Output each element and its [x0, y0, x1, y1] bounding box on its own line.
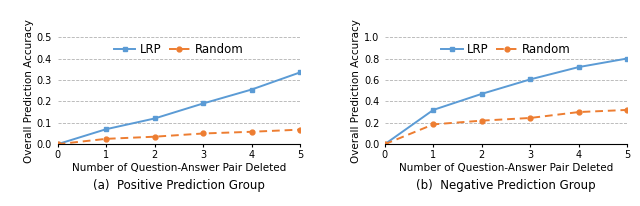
LRP [296, 71, 304, 74]
LRP [527, 78, 534, 81]
Random [381, 143, 388, 145]
Title: (a)  Positive Prediction Group: (a) Positive Prediction Group [93, 179, 265, 192]
Line: Random: Random [55, 127, 303, 147]
Random [102, 138, 110, 140]
Random [429, 123, 437, 126]
Random [54, 143, 61, 145]
Y-axis label: Overall Prediction Accuracy: Overall Prediction Accuracy [24, 19, 34, 163]
X-axis label: Number of Question-Answer Pair Deleted: Number of Question-Answer Pair Deleted [72, 163, 286, 173]
Line: LRP: LRP [55, 70, 303, 147]
Random [150, 136, 158, 138]
Title: (b)  Negative Prediction Group: (b) Negative Prediction Group [416, 179, 596, 192]
Random [478, 119, 486, 122]
LRP [102, 128, 110, 130]
LRP [199, 102, 207, 105]
LRP [429, 109, 437, 111]
Random [248, 131, 255, 133]
LRP [575, 66, 582, 68]
Random [296, 128, 304, 131]
Random [575, 111, 582, 113]
LRP [478, 93, 486, 95]
Legend: LRP, Random: LRP, Random [114, 43, 243, 56]
LRP [623, 57, 631, 60]
LRP [381, 143, 388, 145]
LRP [54, 143, 61, 145]
X-axis label: Number of Question-Answer Pair Deleted: Number of Question-Answer Pair Deleted [399, 163, 613, 173]
Random [527, 117, 534, 119]
Legend: LRP, Random: LRP, Random [442, 43, 571, 56]
LRP [150, 117, 158, 120]
Y-axis label: Overall Prediction Accuracy: Overall Prediction Accuracy [351, 19, 361, 163]
Line: LRP: LRP [382, 56, 630, 147]
LRP [248, 88, 255, 91]
Random [623, 109, 631, 111]
Line: Random: Random [382, 108, 630, 147]
Random [199, 132, 207, 135]
